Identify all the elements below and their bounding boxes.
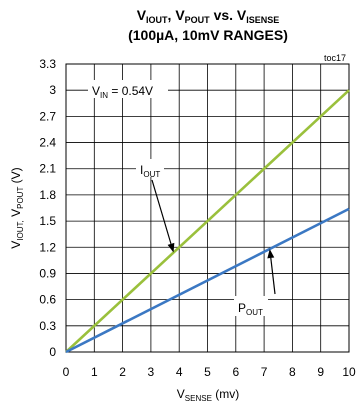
y-tick-label-3: 0.9 <box>39 266 56 280</box>
y-tick-label-1: 0.3 <box>39 319 56 333</box>
y-tick-label-10: 3 <box>49 83 56 97</box>
x-tick-label-3: 3 <box>148 365 155 379</box>
annotation-iout-main: I <box>140 163 143 177</box>
series-layer <box>65 89 350 354</box>
grid <box>66 64 349 352</box>
annotation-vin-main: V <box>92 84 100 98</box>
y-tick-label-6: 1.8 <box>39 188 56 202</box>
plot-frame <box>65 63 350 353</box>
annotation-pout-arrowhead <box>267 249 275 259</box>
x-axis-label: VSENSE (mv) <box>177 387 239 403</box>
x-tick-label-2: 2 <box>119 365 126 379</box>
x-tick-label-9: 9 <box>317 365 324 379</box>
title-part-2: , V <box>168 7 186 23</box>
chart-title-line1: VIOUT, VPOUT vs. VISENSE <box>137 7 280 25</box>
title-part-3-sub: ISENSE <box>246 15 279 25</box>
x-tick-label-1: 1 <box>91 365 98 379</box>
title-part-1-sub: IOUT <box>146 15 168 25</box>
x-axis-label-sub: SENSE <box>185 394 212 403</box>
annotation-pout-main: P <box>238 301 246 315</box>
y-tick-label-2: 0.6 <box>39 293 56 307</box>
annotation-pout-bg <box>234 296 268 316</box>
annotation-vin-text: VIN = 0.54V <box>92 84 153 100</box>
x-tick-label-7: 7 <box>261 365 268 379</box>
y-tick-label-5: 1.5 <box>39 214 56 228</box>
x-axis-ticks: 0 1 2 3 4 5 6 7 8 9 10 <box>63 365 356 379</box>
annotation-pout-arrow <box>270 257 276 295</box>
annotation-iout-arrow <box>151 179 172 245</box>
x-tick-label-0: 0 <box>63 365 70 379</box>
y-axis-label-suffix: (V) <box>9 167 23 186</box>
chart-title-line2: (100µA, 10mV RANGES) <box>128 27 288 43</box>
annotation-vin: VIN = 0.54V <box>88 80 168 100</box>
x-tick-label-4: 4 <box>176 365 183 379</box>
y-tick-label-0: 0 <box>49 345 56 359</box>
x-tick-label-6: 6 <box>232 365 239 379</box>
annotation-iout: IOUT <box>136 159 175 253</box>
y-tick-label-9: 2.7 <box>39 109 56 123</box>
annotation-pout-sub: OUT <box>246 308 263 317</box>
y-tick-label-8: 2.4 <box>39 136 56 150</box>
annotation-iout-text: IOUT <box>140 163 160 179</box>
title-part-1: V <box>137 7 147 23</box>
annotation-vin-sub: IN <box>100 91 108 100</box>
series-line-i-out <box>65 89 350 353</box>
y-axis-label-part1: V <box>9 241 23 249</box>
annotation-vin-bg <box>88 80 168 98</box>
x-tick-label-8: 8 <box>289 365 296 379</box>
annotation-iout-bg <box>136 159 164 177</box>
annotation-pout-text: POUT <box>238 301 263 317</box>
y-tick-label-7: 2.1 <box>39 162 56 176</box>
x-tick-label-5: 5 <box>204 365 211 379</box>
y-axis-label: VIOUT, VPOUT (V) <box>9 167 25 248</box>
y-axis-label-part2-sub: POUT <box>16 187 25 209</box>
title-part-3: vs. V <box>210 7 247 23</box>
y-axis-ticks: 0 0.3 0.6 0.9 1.2 1.5 1.8 2.1 2.4 2.7 3 3.3 <box>39 57 56 359</box>
x-axis-label-suffix: (mv) <box>212 387 239 401</box>
y-tick-label-11: 3.3 <box>39 57 56 71</box>
x-axis-label-main: V <box>177 387 185 401</box>
annotation-pout: POUT <box>234 249 276 317</box>
title-part-2-sub: POUT <box>185 15 211 25</box>
y-axis-label-part2: V <box>9 209 23 220</box>
annotation-iout-sub: OUT <box>143 170 160 179</box>
figure-tag: toc17 <box>324 53 346 63</box>
series-line-p-out <box>65 207 350 354</box>
y-tick-label-4: 1.2 <box>39 240 56 254</box>
y-axis-label-part1-sub: IOUT, <box>16 220 25 240</box>
annotation-iout-arrowhead <box>167 242 175 253</box>
annotation-vin-suffix: = 0.54V <box>108 84 153 98</box>
x-tick-label-10: 10 <box>342 365 356 379</box>
